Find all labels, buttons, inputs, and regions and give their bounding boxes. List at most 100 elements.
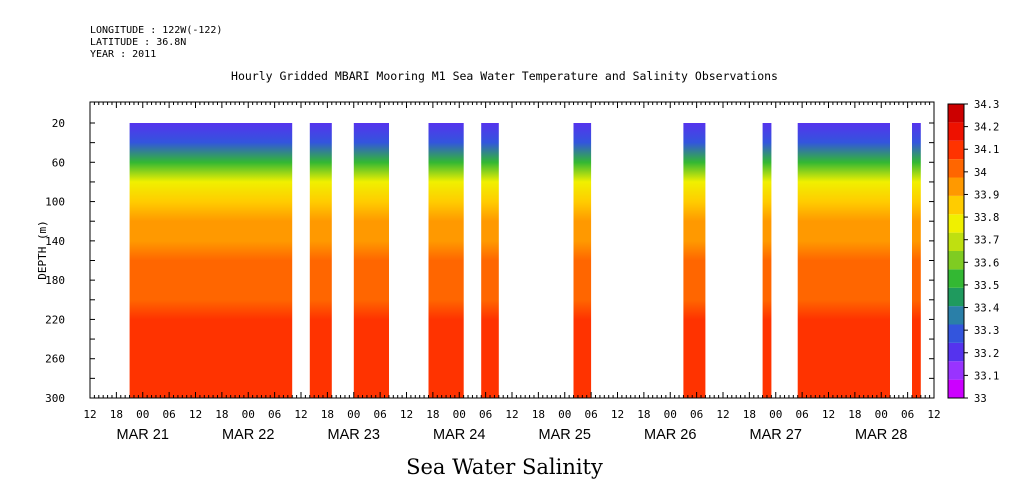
colorbar-swatch — [948, 195, 964, 215]
colorbar-swatch — [948, 214, 964, 233]
observation-block-6 — [573, 123, 592, 398]
x-tick-label: 00 — [875, 408, 888, 421]
observation-block-4 — [428, 123, 464, 398]
colorbar-label: 33.9 — [974, 189, 999, 201]
colorbar-label: 34 — [974, 167, 987, 179]
x-tick-label: 12 — [927, 408, 940, 421]
observation-block-7 — [683, 123, 706, 398]
colorbar-label: 33.8 — [974, 212, 999, 224]
x-tick-label: 18 — [743, 408, 756, 421]
colorbar-label: 33.2 — [974, 348, 999, 360]
date-label: MAR 21 — [117, 427, 169, 443]
colorbar-swatch — [948, 122, 964, 141]
x-tick-label: 18 — [637, 408, 650, 421]
colorbar-label: 33.6 — [974, 257, 999, 269]
date-label: MAR 27 — [750, 427, 802, 443]
latitude-label: LATITUDE : 36.8N — [90, 37, 187, 48]
y-tick-label: 100 — [45, 196, 65, 209]
observation-block-3 — [353, 123, 389, 398]
x-tick-label: 18 — [532, 408, 545, 421]
y-axis-label: DEPTH (m) — [36, 220, 49, 280]
x-tick-label: 12 — [611, 408, 624, 421]
year-label: YEAR : 2011 — [90, 49, 157, 60]
x-tick-label: 06 — [901, 408, 914, 421]
x-tick-label: 06 — [374, 408, 387, 421]
x-tick-label: 12 — [189, 408, 202, 421]
colorbar-label: 34.3 — [974, 99, 999, 111]
date-label: MAR 26 — [644, 427, 696, 443]
colorbar-label: 33.7 — [974, 235, 999, 247]
longitude-label: LONGITUDE : 122W(-122) — [90, 25, 223, 36]
colorbar-label: 33.1 — [974, 370, 999, 382]
date-label: MAR 24 — [433, 427, 485, 443]
y-tick-label: 60 — [52, 156, 65, 169]
observation-block-5 — [481, 123, 499, 398]
colorbar-label: 33.3 — [974, 325, 999, 337]
x-tick-label: 12 — [822, 408, 835, 421]
x-tick-label: 18 — [848, 408, 861, 421]
x-axis-ticks: 12 18 00 06 12 18 00 06 12 18 00 06 12 18 00 06 12 18 00 06… — [83, 102, 941, 443]
colorbar-label: 34.2 — [974, 122, 999, 134]
date-label: MAR 22 — [222, 427, 274, 443]
x-tick-label: 00 — [453, 408, 466, 421]
x-tick-label: 12 — [716, 408, 729, 421]
colorbar-swatch — [948, 269, 964, 288]
x-tick-label: 00 — [558, 408, 571, 421]
date-label: MAR 25 — [539, 427, 591, 443]
x-tick-label: 06 — [585, 408, 598, 421]
x-tick-label: 00 — [664, 408, 677, 421]
x-tick-label: 06 — [268, 408, 281, 421]
colorbar-swatch — [948, 177, 964, 196]
x-tick-label: 00 — [347, 408, 360, 421]
observation-block-1 — [129, 123, 293, 398]
colorbar-label: 33 — [974, 393, 987, 405]
y-axis-ticks: 20 60 100 140 180 220 260 300 — [45, 117, 934, 405]
colorbar: 33 33.1 33.2 33.3 33.4 33.5 33.6 33.7 33.8 33.9 34… — [947, 99, 999, 405]
colorbar-swatch — [948, 140, 964, 160]
observation-block-10 — [912, 123, 921, 398]
x-tick-label: 18 — [426, 408, 439, 421]
observation-block-2 — [309, 123, 332, 398]
colorbar-swatch — [948, 104, 964, 123]
x-tick-label: 00 — [769, 408, 782, 421]
colorbar-swatch — [948, 159, 964, 178]
x-tick-label: 12 — [505, 408, 518, 421]
observation-block-9 — [797, 123, 890, 398]
y-tick-label: 180 — [45, 274, 65, 287]
x-tick-label: 06 — [163, 408, 176, 421]
colorbar-swatch — [948, 361, 964, 380]
colorbar-swatch — [948, 342, 964, 362]
colorbar-swatch — [948, 287, 964, 307]
x-tick-label: 06 — [690, 408, 703, 421]
bottom-title: Sea Water Salinity — [406, 455, 603, 479]
chart-title: Hourly Gridded MBARI Mooring M1 Sea Wate… — [231, 69, 778, 83]
date-label: MAR 28 — [855, 427, 907, 443]
colorbar-swatch — [948, 306, 964, 325]
x-tick-label: 00 — [136, 408, 149, 421]
y-tick-label: 140 — [45, 235, 65, 248]
x-tick-label: 18 — [110, 408, 123, 421]
x-tick-label: 12 — [400, 408, 413, 421]
x-tick-label: 18 — [321, 408, 334, 421]
x-tick-label: 00 — [242, 408, 255, 421]
x-tick-label: 18 — [215, 408, 228, 421]
x-tick-label: 12 — [294, 408, 307, 421]
colorbar-swatch — [948, 251, 964, 270]
colorbar-label: 33.5 — [974, 280, 999, 292]
colorbar-swatch — [948, 232, 964, 252]
x-tick-label: 12 — [83, 408, 96, 421]
y-tick-label: 260 — [45, 353, 65, 366]
y-tick-label: 20 — [52, 117, 65, 130]
y-tick-label: 220 — [45, 313, 65, 326]
date-label: MAR 23 — [328, 427, 380, 443]
x-tick-label: 06 — [479, 408, 492, 421]
y-tick-label: 300 — [45, 392, 65, 405]
colorbar-frame — [947, 103, 965, 399]
colorbar-swatch — [948, 379, 964, 399]
x-tick-label: 06 — [796, 408, 809, 421]
observation-blocks — [129, 123, 921, 398]
colorbar-label: 34.1 — [974, 144, 999, 156]
observation-block-8 — [762, 123, 772, 398]
colorbar-swatch — [948, 324, 964, 343]
